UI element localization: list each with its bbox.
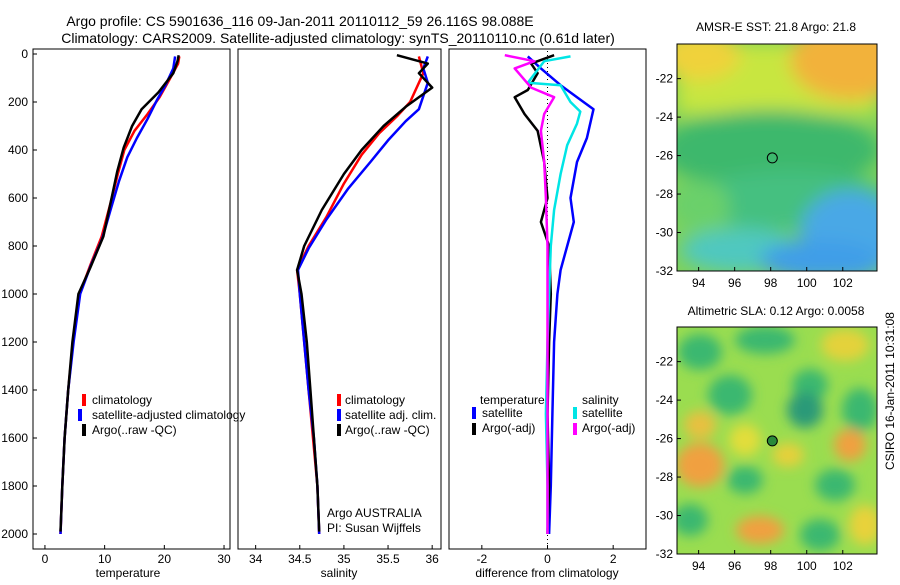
difference-x-label: difference from climatology	[475, 566, 618, 580]
map-y-tick-label: -30	[656, 226, 674, 240]
difference-panel: -2 0 2 difference from climatology tempera…	[448, 48, 647, 580]
temperature-axes-frame	[32, 48, 231, 550]
map-y-tick-label: -28	[656, 470, 674, 484]
y-tick-label: 600	[8, 191, 28, 205]
csiro-timestamp: CSIRO 16-Jan-2011 10:31:08	[883, 312, 897, 470]
x-tick-label: -2	[476, 552, 487, 566]
y-tick-label: 0	[21, 47, 28, 61]
y-tick-label: 1000	[1, 287, 28, 301]
map-x-tick-label: 94	[692, 559, 706, 573]
y-tick-label: 1200	[1, 335, 28, 349]
sst-map-frame	[676, 43, 878, 272]
salinity-axes-frame	[237, 48, 442, 550]
map-y-tick-label: -26	[656, 149, 674, 163]
map-x-tick-label: 98	[764, 276, 778, 290]
legend-swatch-argo	[337, 424, 341, 436]
legend-swatch-temp-argo	[472, 423, 476, 435]
legend-swatch-temp-satellite	[472, 407, 476, 419]
sla-map-frame	[676, 326, 878, 555]
x-tick-label: 30	[217, 552, 231, 566]
legend-group-temperature: temperature	[480, 393, 545, 407]
legend-label-temp-argo: Argo(-adj)	[482, 421, 535, 435]
y-tick-label: 2000	[1, 527, 28, 541]
legend-label-satellite: satellite adj. clim.	[345, 408, 436, 422]
difference-legend: temperature salinity satellite Argo(-adj…	[472, 393, 635, 435]
map-y-tick-label: -32	[656, 547, 674, 561]
figure-title-line2: Climatology: CARS2009. Satellite-adjuste…	[61, 30, 615, 46]
sst-heatmap	[677, 44, 877, 271]
float-owner-annotation: Argo AUSTRALIA	[327, 506, 422, 520]
map-y-tick-label: -32	[656, 264, 674, 278]
legend-swatch-argo	[82, 424, 86, 436]
x-tick-label: 0	[544, 552, 551, 566]
legend-group-salinity: salinity	[582, 393, 619, 407]
legend-label-climatology: climatology	[345, 393, 405, 407]
y-tick-label: 1800	[1, 479, 28, 493]
legend-label-argo: Argo(..raw -QC)	[345, 423, 430, 437]
temperature-x-label: temperature	[96, 566, 161, 580]
pi-annotation: PI: Susan Wijffels	[327, 521, 421, 535]
map-y-tick-label: -24	[656, 110, 674, 124]
y-tick-label: 1400	[1, 383, 28, 397]
x-tick-label: 34.5	[288, 552, 312, 566]
salinity-panel: 34 34.5 35 35.5 36 salinity climatology sate…	[237, 48, 442, 580]
figure-title-line1: Argo profile: CS 5901636_116 09-Jan-2011…	[66, 13, 533, 29]
sst-map-panel: AMSR-E SST: 21.8 Argo: 21.8 94 96 98 100 102…	[656, 20, 878, 290]
argo-float-location-marker	[766, 152, 778, 164]
sst-map-title: AMSR-E SST: 21.8 Argo: 21.8	[696, 20, 856, 34]
legend-label-temp-satellite: satellite	[482, 406, 523, 420]
x-tick-label: 35	[337, 552, 351, 566]
x-tick-label: 35.5	[376, 552, 400, 566]
sla-heatmap	[677, 327, 877, 554]
map-y-tick-label: -30	[656, 509, 674, 523]
legend-swatch-climatology	[82, 394, 86, 406]
salinity-legend: climatology satellite adj. clim. Argo(..…	[337, 393, 436, 437]
map-x-tick-label: 98	[764, 559, 778, 573]
y-tick-label: 400	[8, 143, 28, 157]
map-x-tick-label: 100	[797, 559, 817, 573]
series-line-argo-raw-qc	[59, 54, 180, 532]
legend-label-sal-satellite: satellite	[582, 406, 623, 420]
x-tick-label: 20	[158, 552, 172, 566]
map-y-tick-label: -24	[656, 393, 674, 407]
legend-label-satellite: satellite-adjusted climatology	[92, 408, 245, 422]
sla-map-title: Altimetric SLA: 0.12 Argo: 0.0058	[688, 304, 865, 318]
legend-swatch-satellite	[337, 409, 341, 421]
series-line-temperature-satellite	[526, 55, 595, 535]
x-tick-label: 0	[42, 552, 49, 566]
x-tick-label: 36	[425, 552, 439, 566]
legend-swatch-sal-argo	[573, 423, 577, 435]
map-x-tick-label: 102	[833, 559, 853, 573]
series-line-satellite-adj-clim	[296, 55, 430, 535]
map-y-tick-label: -26	[656, 432, 674, 446]
x-tick-label: 34	[249, 552, 263, 566]
y-tick-label: 1600	[1, 431, 28, 445]
temperature-panel: 0 10 20 30 0 200 400 600 800 1000 1200 1400 1600 1800…	[1, 47, 245, 580]
map-x-tick-label: 102	[833, 276, 853, 290]
map-x-tick-label: 96	[728, 559, 742, 573]
legend-label-climatology: climatology	[92, 393, 152, 407]
map-y-tick-label: -22	[656, 72, 674, 86]
legend-swatch-sal-satellite	[573, 407, 577, 419]
x-tick-label: 10	[98, 552, 112, 566]
sla-map-panel: Altimetric SLA: 0.12 Argo: 0.0058	[656, 304, 878, 573]
x-tick-label: 2	[610, 552, 617, 566]
map-x-tick-label: 94	[692, 276, 706, 290]
map-y-tick-label: -22	[656, 355, 674, 369]
y-tick-label: 800	[8, 239, 28, 253]
temperature-legend: climatology satellite-adjusted climatolo…	[78, 393, 245, 437]
map-x-tick-label: 100	[797, 276, 817, 290]
y-tick-label: 200	[8, 95, 28, 109]
legend-label-argo: Argo(..raw -QC)	[92, 423, 177, 437]
legend-swatch-climatology	[337, 394, 341, 406]
map-x-tick-label: 96	[728, 276, 742, 290]
salinity-x-label: salinity	[321, 566, 358, 580]
series-line-argo-raw-qc	[295, 53, 434, 532]
legend-label-sal-argo: Argo(-adj)	[582, 421, 635, 435]
legend-swatch-satellite	[78, 409, 82, 421]
argo-float-location-marker	[766, 435, 778, 447]
map-y-tick-label: -28	[656, 187, 674, 201]
series-line-salinity-argo-adj	[504, 53, 556, 534]
